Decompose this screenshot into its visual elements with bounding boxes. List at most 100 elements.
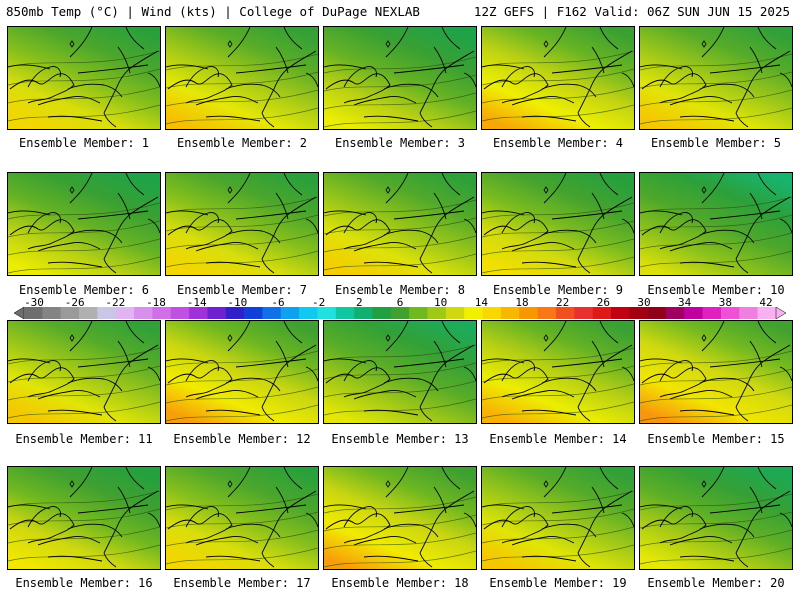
ensemble-member-label: Ensemble Member: 18 (331, 576, 469, 590)
colorbar-cell (720, 307, 740, 319)
ensemble-member-map (7, 466, 161, 570)
run-valid-time: 12Z GEFS | F162 Valid: 06Z SUN JUN 15 20… (473, 4, 790, 19)
colorbar-min-arrow (14, 307, 25, 319)
colorbar-cell (134, 307, 153, 319)
ensemble-member-map (323, 466, 477, 570)
colorbar-cell (262, 307, 282, 319)
colorbar-tick-label: 38 (718, 296, 732, 309)
colorbar-tick-label: 26 (596, 296, 610, 309)
colorbar-cell (500, 307, 520, 319)
ensemble-member-label: Ensemble Member: 20 (647, 576, 785, 590)
temperature-colorbar (14, 307, 786, 319)
colorbar-cell (537, 307, 557, 319)
colorbar-tick-label: -26 (64, 296, 85, 309)
colorbar-cell (60, 307, 80, 319)
colorbar-tick-label: 34 (678, 296, 692, 309)
colorbar-tick-label: -18 (146, 296, 166, 309)
temperature-field (166, 173, 318, 275)
colorbar-cell (170, 307, 190, 319)
temperature-field (8, 173, 160, 275)
ensemble-member-map (481, 320, 635, 424)
temperature-field (640, 467, 792, 569)
product-title: 850mb Temp (°C) | Wind (kts) | College o… (6, 4, 420, 19)
colorbar-cell (482, 307, 502, 319)
colorbar-cell (684, 307, 703, 319)
colorbar-max-arrow (775, 307, 786, 319)
ensemble-member-label: Ensemble Member: 10 (647, 283, 785, 297)
colorbar-tick-label: 18 (515, 296, 529, 309)
colorbar-cell (24, 307, 43, 319)
ensemble-member-map (165, 466, 319, 570)
colorbar-cell (354, 307, 373, 319)
colorbar-tick-label: -14 (186, 296, 207, 309)
ensemble-member-label: Ensemble Member: 15 (647, 432, 785, 446)
colorbar-cell (280, 307, 300, 319)
colorbar-cell (115, 307, 135, 319)
colorbar-tick-label: 10 (434, 296, 448, 309)
colorbar-cell (335, 307, 355, 319)
temperature-field (640, 27, 792, 129)
temperature-field (324, 467, 476, 569)
ensemble-member-label: Ensemble Member: 3 (334, 136, 466, 150)
ensemble-member-map (165, 320, 319, 424)
ensemble-member-map (639, 26, 793, 130)
temperature-field (166, 467, 318, 569)
colorbar-cell (574, 307, 593, 319)
ensemble-member-label: Ensemble Member: 16 (15, 576, 153, 590)
temperature-field (324, 321, 476, 423)
temperature-field (482, 27, 634, 129)
colorbar-tick-label: -30 (24, 296, 44, 309)
colorbar-cell (519, 307, 538, 319)
ensemble-member-map (7, 26, 161, 130)
colorbar-cell (372, 307, 392, 319)
colorbar-tick-label: 2 (356, 296, 363, 309)
ensemble-member-label: Ensemble Member: 5 (650, 136, 782, 150)
colorbar-tick-label: -6 (271, 296, 285, 309)
colorbar-cell (665, 307, 685, 319)
colorbar-cell (610, 307, 630, 319)
colorbar-cell (189, 307, 208, 319)
colorbar-cell (79, 307, 98, 319)
colorbar-cell (592, 307, 612, 319)
ensemble-member-label: Ensemble Member: 11 (15, 432, 153, 446)
colorbar-cell (299, 307, 318, 319)
colorbar-tick-label: 14 (474, 296, 488, 309)
ensemble-member-label: Ensemble Member: 12 (173, 432, 311, 446)
ensemble-member-map (7, 320, 161, 424)
colorbar-cell (317, 307, 337, 319)
colorbar-cell (244, 307, 263, 319)
temperature-field (482, 467, 634, 569)
ensemble-member-map (165, 172, 319, 276)
ensemble-member-label: Ensemble Member: 2 (176, 136, 308, 150)
colorbar-cell (42, 307, 61, 319)
ensemble-member-label: Ensemble Member: 19 (489, 576, 627, 590)
colorbar-cell (427, 307, 447, 319)
ensemble-member-map (7, 172, 161, 276)
colorbar-cell (152, 307, 172, 319)
colorbar-cell (629, 307, 648, 319)
ensemble-member-label: Ensemble Member: 6 (18, 283, 150, 297)
colorbar-cell (207, 307, 227, 319)
temperature-field (8, 321, 160, 423)
ensemble-member-label: Ensemble Member: 7 (176, 283, 308, 297)
ensemble-member-map (165, 26, 319, 130)
ensemble-member-label: Ensemble Member: 4 (492, 136, 624, 150)
colorbar-cell (445, 307, 465, 319)
ensemble-member-map (481, 172, 635, 276)
ensemble-member-map (323, 26, 477, 130)
ensemble-member-label: Ensemble Member: 14 (489, 432, 627, 446)
temperature-field (640, 321, 792, 423)
colorbar-cell (739, 307, 758, 319)
temperature-field (166, 321, 318, 423)
colorbar-cell (97, 307, 117, 319)
colorbar-cell (757, 307, 777, 319)
colorbar-tick-label: 6 (396, 296, 404, 309)
temperature-field (482, 173, 634, 275)
ensemble-member-map (481, 26, 635, 130)
ensemble-member-map (323, 172, 477, 276)
temperature-field (166, 27, 318, 129)
colorbar-cell (409, 307, 428, 319)
temperature-field (8, 467, 160, 569)
colorbar-tick-label: 42 (759, 296, 773, 309)
temperature-field (324, 173, 476, 275)
